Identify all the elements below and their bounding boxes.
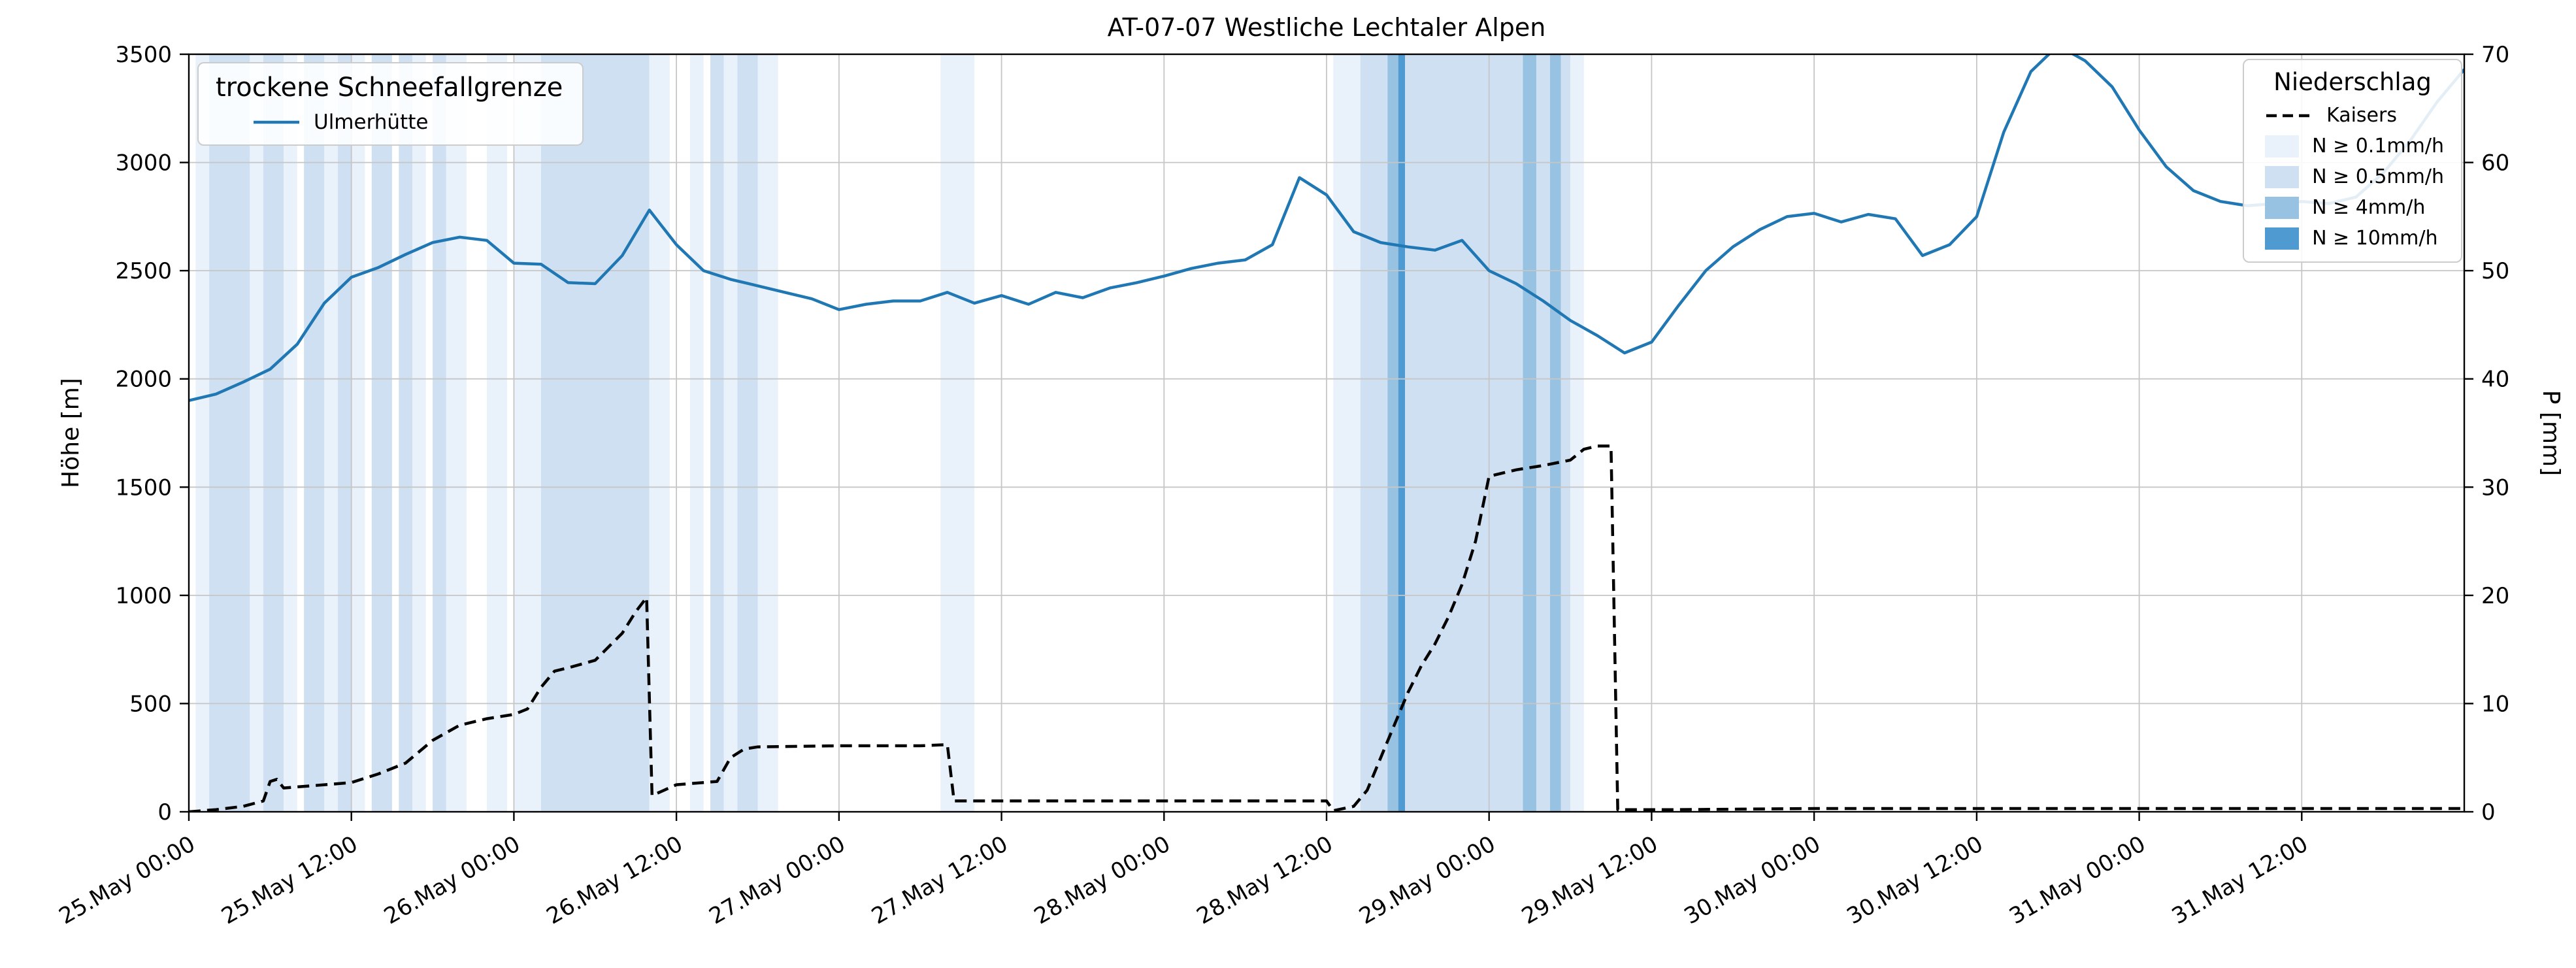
- y-tick-label-left: 2500: [115, 258, 172, 284]
- precip-level-2-swatch: [2265, 165, 2300, 188]
- x-tick-label: 29.May 12:00: [1517, 831, 1662, 929]
- y-tick-label-left: 500: [129, 691, 172, 717]
- legend-entry-level-4: N ≥ 10mm/h: [2261, 227, 2444, 250]
- x-tick-label: 29.May 00:00: [1355, 831, 1500, 929]
- precip-band: [284, 54, 297, 812]
- x-tick-label: 30.May 12:00: [1842, 831, 1987, 929]
- y-tick-label-left: 2000: [115, 367, 172, 393]
- y-tick-label-right: 20: [2481, 583, 2509, 609]
- precip-band: [1560, 54, 1571, 812]
- precip-level-1-swatch-icon: [2265, 135, 2300, 158]
- precip-level-3-swatch: [2265, 196, 2300, 219]
- precip-band: [487, 54, 508, 812]
- precip-band: [710, 54, 724, 812]
- x-tick-label: 26.May 00:00: [380, 831, 525, 929]
- y-tick-label-left: 3500: [115, 42, 172, 68]
- x-tick-label: 26.May 12:00: [542, 831, 687, 929]
- precip-band: [324, 54, 338, 812]
- legend-precipitation-title: Niederschlag: [2273, 68, 2432, 96]
- precip-band: [1405, 54, 1523, 812]
- y-tick-label-right: 0: [2481, 799, 2496, 826]
- legend-precipitation: Niederschlag Kaisers N ≥ 0.1mm/h N ≥ 0.5…: [2243, 59, 2462, 263]
- precip-band: [1333, 54, 1361, 812]
- legend-label-level-4: N ≥ 10mm/h: [2312, 227, 2438, 250]
- legend-label-level-1: N ≥ 0.1mm/h: [2312, 135, 2444, 158]
- x-tick-label: 30.May 00:00: [1680, 831, 1825, 929]
- legend-snowline: trockene Schneefallgrenze Ulmerhütte: [197, 62, 584, 146]
- legend-entry-level-3: N ≥ 4mm/h: [2261, 196, 2444, 219]
- legend-label-level-3: N ≥ 4mm/h: [2312, 196, 2426, 219]
- legend-snowline-title: trockene Schneefallgrenze: [216, 73, 563, 103]
- precip-band: [1387, 54, 1398, 812]
- solid-line-sample-icon: [254, 120, 299, 124]
- x-tick-label: 27.May 00:00: [704, 831, 850, 929]
- precip-band: [412, 54, 426, 812]
- precip-band: [649, 54, 670, 812]
- precip-band: [351, 54, 365, 812]
- precip-band: [195, 54, 210, 812]
- dashed-line-sample-icon: [2266, 114, 2313, 117]
- legend-entry-level-1: N ≥ 0.1mm/h: [2261, 135, 2444, 158]
- precip-level-3-swatch-icon: [2265, 196, 2300, 219]
- precip-band: [263, 54, 284, 812]
- x-tick-label: 31.May 00:00: [2005, 831, 2150, 929]
- precip-band: [338, 54, 352, 812]
- precip-band: [757, 54, 778, 812]
- precip-sum-series: [189, 444, 2464, 812]
- precip-band: [1536, 54, 1550, 812]
- chart-title: AT-07-07 Westliche Lechtaler Alpen: [1107, 13, 1546, 42]
- y-tick-label-right: 30: [2481, 475, 2509, 501]
- precip-band: [446, 54, 467, 812]
- precip-band: [1570, 54, 1584, 812]
- legend-entry-level-2: N ≥ 0.5mm/h: [2261, 165, 2444, 188]
- precip-band: [514, 54, 541, 812]
- x-tick-label: 31.May 12:00: [2168, 831, 2313, 929]
- x-tick-label: 25.May 12:00: [217, 831, 362, 929]
- precip-band: [723, 54, 738, 812]
- y-tick-label-right: 50: [2481, 258, 2509, 284]
- precip-level-1-swatch: [2265, 135, 2300, 158]
- y-tick-label-left: 1000: [115, 583, 172, 609]
- precip-band: [1398, 54, 1406, 812]
- y-tick-label-right: 70: [2481, 42, 2509, 68]
- precip-band: [689, 54, 704, 812]
- precip-band: [1550, 54, 1561, 812]
- precip-band: [1360, 54, 1388, 812]
- y-tick-label-left: 1500: [115, 475, 172, 501]
- y-axis-label-left: Höhe [m]: [58, 378, 84, 488]
- precip-level-4-swatch: [2265, 227, 2300, 250]
- y-tick-label-right: 10: [2481, 691, 2509, 717]
- precip-band: [433, 54, 446, 812]
- legend-label-level-2: N ≥ 0.5mm/h: [2312, 165, 2444, 188]
- y-tick-label-right: 40: [2481, 367, 2509, 393]
- precip-band: [737, 54, 758, 812]
- precip-level-4-swatch-icon: [2265, 227, 2300, 250]
- y-tick-label-left: 0: [157, 799, 172, 826]
- precip-band: [250, 54, 263, 812]
- precip-band: [304, 54, 325, 812]
- precip-band: [399, 54, 412, 812]
- precip-band: [371, 54, 392, 812]
- legend-label-ulmerhuette: Ulmerhütte: [314, 110, 429, 134]
- precip-band: [940, 54, 975, 812]
- x-tick-label: 25.May 00:00: [55, 831, 200, 929]
- precip-band: [540, 54, 650, 812]
- x-tick-label: 28.May 12:00: [1193, 831, 1338, 929]
- x-tick-label: 27.May 12:00: [867, 831, 1012, 929]
- legend-entry-kaisers: Kaisers: [2261, 104, 2444, 127]
- x-tick-label: 28.May 00:00: [1030, 831, 1175, 929]
- y-tick-label-left: 3000: [115, 150, 172, 176]
- precip-band: [209, 54, 250, 812]
- precip-level-2-swatch-icon: [2265, 165, 2300, 188]
- precip-band: [1523, 54, 1537, 812]
- snowline-series: [189, 54, 2464, 402]
- y-axis-label-right: P [mm]: [2537, 390, 2564, 476]
- legend-entry-ulmerhuette: Ulmerhütte: [216, 110, 563, 134]
- y-tick-label-right: 60: [2481, 150, 2509, 176]
- legend-label-kaisers: Kaisers: [2326, 104, 2397, 127]
